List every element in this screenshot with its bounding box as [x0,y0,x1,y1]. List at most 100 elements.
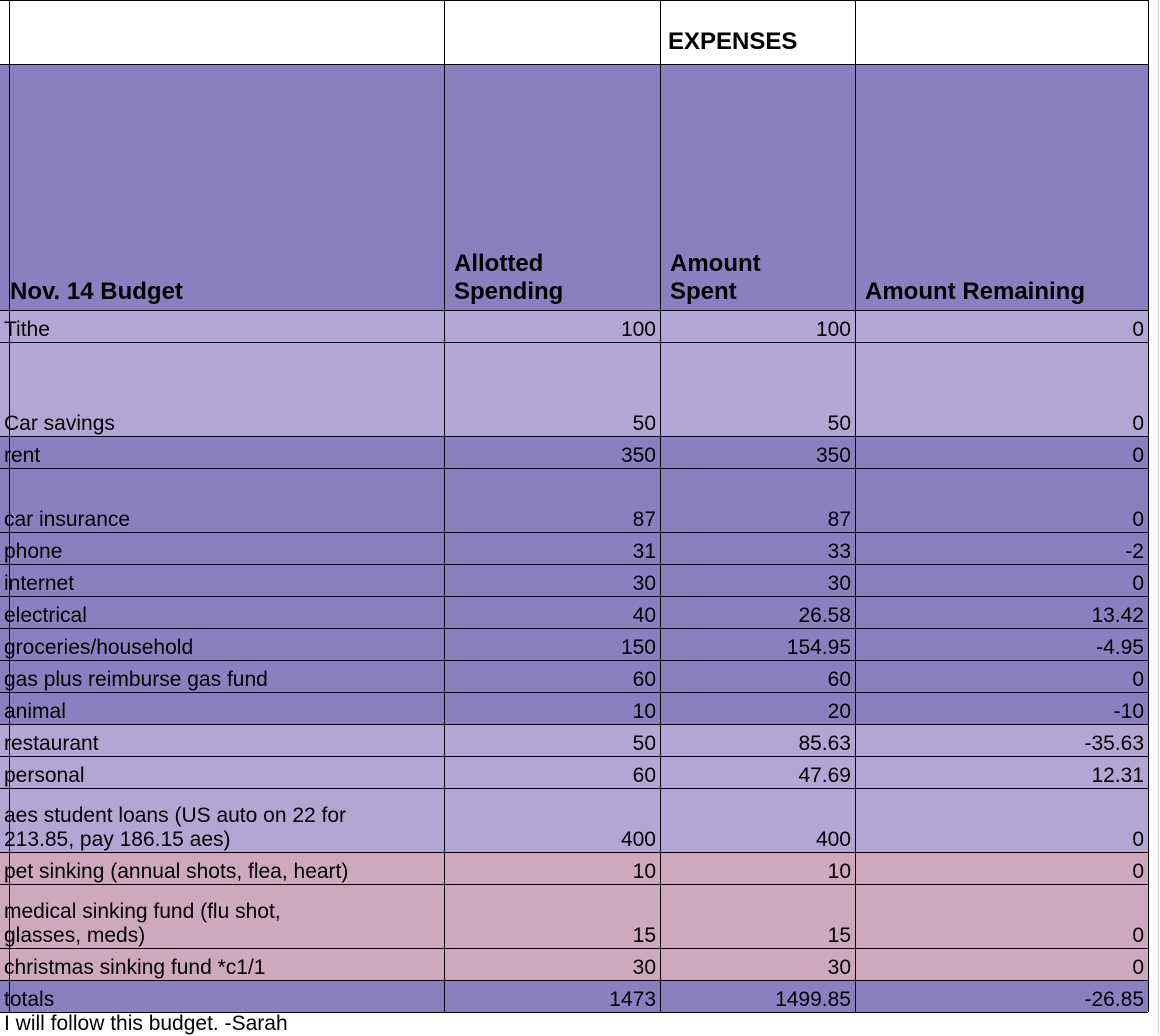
row-border [0,724,1148,725]
row-border [0,660,1148,661]
row-label-cell[interactable]: aes student loans (US auto on 22 for 213… [4,804,347,851]
value-cell[interactable]: 100 [815,318,851,341]
header-cell[interactable]: Allotted Spending [454,250,564,305]
value-cell[interactable]: 50 [632,732,656,755]
row-border [0,310,1148,311]
row-label-cell[interactable]: car insurance [4,508,131,531]
value-cell[interactable]: 400 [815,828,851,851]
row-label-cell[interactable]: groceries/household [4,636,194,659]
value-cell[interactable]: -26.85 [1084,988,1144,1011]
row-border [0,468,1148,469]
value-cell[interactable]: 60 [632,668,656,691]
row-label-cell[interactable]: totals [4,988,55,1011]
value-cell[interactable]: 0 [1132,860,1144,883]
value-cell[interactable]: 350 [620,444,656,467]
value-cell[interactable]: -2 [1125,540,1144,563]
value-cell[interactable]: 13.42 [1091,604,1144,627]
table-row: aes student loans (US auto on 22 for 213… [0,788,1148,852]
value-cell[interactable]: 33 [827,540,851,563]
value-cell[interactable]: 154.95 [786,636,851,659]
row-border [0,64,1148,65]
row-label-cell[interactable]: pet sinking (annual shots, flea, heart) [4,860,349,883]
budget-note[interactable]: I will follow this budget. -Sarah [4,1012,288,1035]
value-cell[interactable]: 0 [1132,318,1144,341]
table-row: internet 30 30 0 [0,564,1148,596]
row-label-cell[interactable]: christmas sinking fund *c1/1 [4,956,266,979]
row-border [0,628,1148,629]
value-cell[interactable]: 10 [827,860,851,883]
value-cell[interactable]: 0 [1132,828,1144,851]
value-cell[interactable]: 100 [620,318,656,341]
column-border [1148,0,1149,1012]
row-border [0,436,1148,437]
row-border [0,756,1148,757]
row-border [0,980,1148,981]
row-border [0,788,1148,789]
row-border [0,532,1148,533]
value-cell[interactable]: 47.69 [798,764,851,787]
row-label-cell[interactable]: Car savings [4,412,115,435]
value-cell[interactable]: 85.63 [798,732,851,755]
value-cell[interactable]: 10 [632,700,656,723]
value-cell[interactable]: 150 [620,636,656,659]
value-cell[interactable]: 60 [827,668,851,691]
row-label-cell[interactable]: personal [4,764,85,787]
value-cell[interactable]: 0 [1132,572,1144,595]
value-cell[interactable]: 400 [620,828,656,851]
value-cell[interactable]: 50 [827,412,851,435]
value-cell[interactable]: -10 [1113,700,1144,723]
table-row: Tithe 100 100 0 [0,310,1148,342]
value-cell[interactable]: 87 [827,508,851,531]
value-cell[interactable]: 1473 [609,988,656,1011]
value-cell[interactable]: 15 [827,924,851,947]
row-label-cell[interactable]: rent [4,444,41,467]
row-label-cell[interactable]: medical sinking fund (flu shot, glasses,… [4,900,281,947]
value-cell[interactable]: 30 [827,956,851,979]
value-cell[interactable]: 10 [632,860,656,883]
table-row: gas plus reimburse gas fund 60 60 0 [0,660,1148,692]
value-cell[interactable]: 0 [1132,668,1144,691]
table-row: animal 10 20 -10 [0,692,1148,724]
table-row: electrical 40 26.58 13.42 [0,596,1148,628]
value-cell[interactable]: 31 [632,540,656,563]
value-cell[interactable]: -4.95 [1096,636,1144,659]
value-cell[interactable]: 26.58 [798,604,851,627]
value-cell[interactable]: 0 [1132,444,1144,467]
row-label-cell[interactable]: animal [4,700,66,723]
row-label-cell[interactable]: electrical [4,604,87,627]
table-row: personal 60 47.69 12.31 [0,756,1148,788]
value-cell[interactable]: 20 [827,700,851,723]
header-cell[interactable]: Amount Remaining [865,278,1085,305]
value-cell[interactable]: 0 [1132,956,1144,979]
row-label-cell[interactable]: Tithe [4,318,50,341]
row-label-cell[interactable]: gas plus reimburse gas fund [4,668,268,691]
value-cell[interactable]: 30 [827,572,851,595]
value-cell[interactable]: 0 [1132,924,1144,947]
value-cell[interactable]: 12.31 [1091,764,1144,787]
value-cell[interactable]: 0 [1132,412,1144,435]
value-cell[interactable]: 50 [632,412,656,435]
table-row: restaurant 50 85.63 -35.63 [0,724,1148,756]
value-cell[interactable]: 87 [632,508,656,531]
header-row: Nov. 14 Budget Allotted Spending Amount Sp… [0,64,1148,310]
row-label-cell[interactable]: phone [4,540,63,563]
value-cell[interactable]: -35.63 [1084,732,1144,755]
header-cell[interactable]: Nov. 14 Budget [10,278,183,305]
value-cell[interactable]: 60 [632,764,656,787]
row-border [0,884,1148,885]
value-cell[interactable]: 30 [632,956,656,979]
row-label-cell[interactable]: internet [4,572,75,595]
sheet-title[interactable]: EXPENSES [668,28,798,55]
row-border [0,1012,1148,1013]
value-cell[interactable]: 350 [815,444,851,467]
row-label-cell[interactable]: restaurant [4,732,99,755]
header-cell[interactable]: Amount Spent [670,250,761,305]
table-row: groceries/household 150 154.95 -4.95 [0,628,1148,660]
value-cell[interactable]: 30 [632,572,656,595]
table-row: christmas sinking fund *c1/1 30 30 0 [0,948,1148,980]
table-row: medical sinking fund (flu shot, glasses,… [0,884,1148,948]
value-cell[interactable]: 1499.85 [775,988,851,1011]
value-cell[interactable]: 40 [632,604,656,627]
value-cell[interactable]: 0 [1132,508,1144,531]
value-cell[interactable]: 15 [632,924,656,947]
